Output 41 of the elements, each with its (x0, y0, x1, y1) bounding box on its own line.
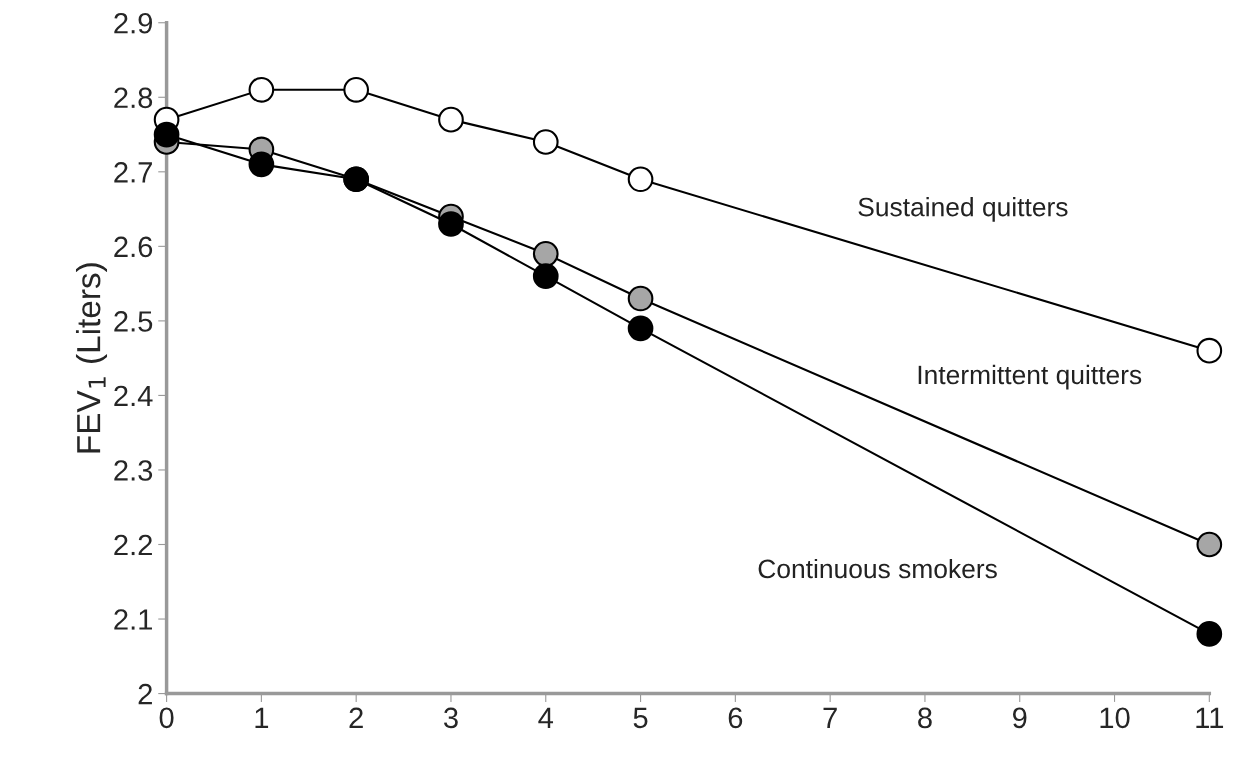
y-tick-label: 2.7 (114, 162, 152, 183)
x-tick-label: 3 (443, 707, 458, 729)
x-tick-label: 11 (1196, 707, 1224, 728)
point (343, 76, 370, 103)
point (627, 315, 654, 342)
x-tick-label: 5 (633, 707, 648, 729)
point (532, 129, 559, 155)
x-tick-label: 6 (728, 707, 743, 729)
x-tick-label: 1 (255, 707, 269, 728)
y-tick-label: 2.3 (114, 460, 153, 481)
point (627, 285, 654, 312)
x-tick-label: 8 (918, 707, 932, 729)
x-tick-label: 10 (1100, 707, 1130, 729)
x-tick-label: 2 (349, 707, 363, 728)
y-tick-label: 2.4 (114, 385, 153, 406)
point (438, 211, 464, 237)
series-label: Sustained quitters (858, 197, 1068, 222)
point (248, 76, 275, 103)
y-tick-label: 2 (138, 683, 152, 705)
point (627, 166, 654, 193)
x-tick-label: 4 (538, 707, 554, 728)
x-tick-label: 9 (1012, 707, 1027, 729)
point (153, 121, 180, 148)
y-tick-label: 2.6 (114, 236, 153, 258)
x-tick-label: 0 (159, 707, 174, 729)
point (248, 151, 275, 178)
point (532, 263, 559, 290)
y-tick-label: 2.9 (114, 12, 153, 34)
point (438, 106, 464, 133)
series-label: Continuous smokers (758, 558, 997, 579)
point (1196, 531, 1223, 558)
point (1196, 337, 1223, 364)
point (1196, 621, 1223, 647)
y-axis-title: FEV$_{1}$ (Liters) (75, 263, 108, 453)
y-tick-label: 2.1 (114, 609, 152, 630)
x-tick-label: 7 (823, 707, 837, 728)
y-tick-label: 2.2 (114, 534, 152, 556)
y-tick-label: 2.8 (114, 87, 153, 109)
point (532, 240, 559, 267)
series-label: Intermittent quitters (918, 364, 1142, 390)
y-tick-label: 2.5 (114, 311, 153, 332)
